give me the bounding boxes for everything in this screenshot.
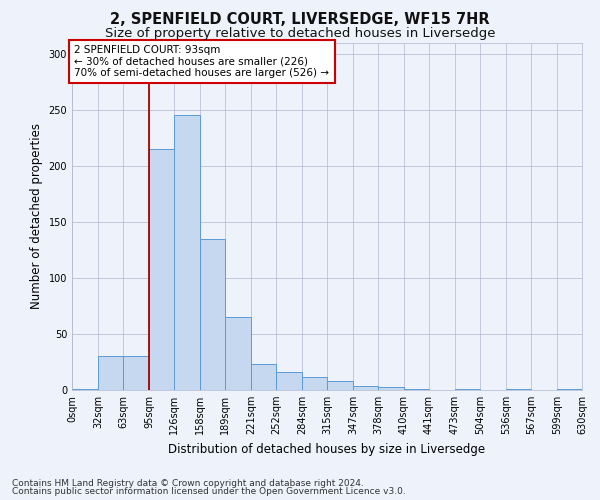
Bar bbox=[506, 389, 531, 390]
Bar bbox=[557, 389, 582, 390]
Text: Size of property relative to detached houses in Liversedge: Size of property relative to detached ho… bbox=[105, 28, 495, 40]
Bar bbox=[200, 238, 225, 390]
Bar bbox=[276, 372, 302, 390]
Bar bbox=[327, 381, 353, 390]
Bar bbox=[98, 356, 123, 390]
Bar bbox=[174, 116, 200, 390]
Bar bbox=[149, 149, 174, 390]
Text: Contains HM Land Registry data © Crown copyright and database right 2024.: Contains HM Land Registry data © Crown c… bbox=[12, 478, 364, 488]
Bar bbox=[378, 386, 404, 390]
Bar bbox=[353, 386, 378, 390]
Text: Contains public sector information licensed under the Open Government Licence v3: Contains public sector information licen… bbox=[12, 487, 406, 496]
Bar bbox=[404, 389, 429, 390]
Text: 2 SPENFIELD COURT: 93sqm
← 30% of detached houses are smaller (226)
70% of semi-: 2 SPENFIELD COURT: 93sqm ← 30% of detach… bbox=[74, 44, 329, 78]
Bar bbox=[72, 389, 98, 390]
Bar bbox=[251, 364, 276, 390]
Bar bbox=[225, 317, 251, 390]
Bar bbox=[302, 376, 327, 390]
Bar bbox=[455, 389, 480, 390]
Y-axis label: Number of detached properties: Number of detached properties bbox=[30, 123, 43, 309]
Text: 2, SPENFIELD COURT, LIVERSEDGE, WF15 7HR: 2, SPENFIELD COURT, LIVERSEDGE, WF15 7HR bbox=[110, 12, 490, 28]
Bar bbox=[123, 356, 149, 390]
X-axis label: Distribution of detached houses by size in Liversedge: Distribution of detached houses by size … bbox=[169, 442, 485, 456]
